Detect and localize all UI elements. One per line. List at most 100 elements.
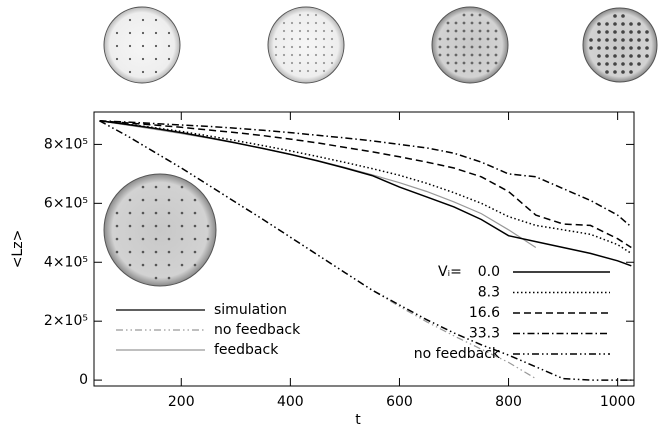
inset-dot bbox=[438, 37, 442, 41]
inset-dot bbox=[154, 237, 158, 241]
inset-dot bbox=[322, 61, 326, 65]
y-tick-label: 4×10⁵ bbox=[44, 254, 88, 270]
inset-dot bbox=[613, 22, 617, 26]
inset-dot bbox=[462, 61, 466, 65]
inset-disk bbox=[582, 7, 658, 83]
legend-label: no feedback bbox=[214, 322, 301, 338]
inset-dot bbox=[605, 70, 609, 74]
inset-dot bbox=[314, 69, 318, 73]
inset-dot bbox=[290, 53, 294, 57]
inset-dot bbox=[605, 30, 609, 34]
inset-dot bbox=[470, 69, 474, 73]
inset-dot bbox=[454, 37, 458, 41]
inset-dot bbox=[193, 211, 197, 215]
inset-dot bbox=[282, 29, 286, 33]
inset-dot bbox=[128, 57, 132, 61]
inset-dot bbox=[167, 250, 171, 254]
inset-dot bbox=[167, 263, 171, 267]
inset-dot bbox=[645, 38, 649, 42]
inset-dot bbox=[154, 185, 158, 189]
inset-dot bbox=[306, 13, 310, 17]
inset-dot bbox=[470, 45, 474, 49]
inset-dot bbox=[486, 29, 490, 33]
series-line bbox=[99, 120, 632, 255]
inset-dot bbox=[115, 211, 119, 215]
inset-dot bbox=[290, 37, 294, 41]
inset-dot bbox=[589, 46, 593, 50]
inset-dot bbox=[470, 37, 474, 41]
inset-dot bbox=[446, 29, 450, 33]
inset-dot bbox=[486, 53, 490, 57]
inset-dot bbox=[494, 61, 498, 65]
inset-dot bbox=[621, 14, 625, 18]
inset-dot bbox=[141, 185, 145, 189]
inset-dot bbox=[605, 46, 609, 50]
x-tick-label: 200 bbox=[168, 394, 195, 410]
inset-dot bbox=[629, 30, 633, 34]
inset-dot bbox=[154, 224, 158, 228]
inset-dot bbox=[645, 46, 649, 50]
inset-dot bbox=[180, 185, 184, 189]
inset-dot bbox=[180, 237, 184, 241]
inset-dot bbox=[454, 45, 458, 49]
inset-dot bbox=[589, 38, 593, 42]
inset-dot bbox=[597, 22, 601, 26]
inset-dot bbox=[180, 211, 184, 215]
inset-dot bbox=[193, 237, 197, 241]
legend-label: 8.3 bbox=[478, 285, 500, 301]
inset-dot bbox=[298, 29, 302, 33]
inset-dot bbox=[629, 38, 633, 42]
inset-dot bbox=[167, 198, 171, 202]
inset-dot bbox=[154, 276, 158, 280]
inset-dot bbox=[613, 54, 617, 58]
inset-dot bbox=[637, 30, 641, 34]
y-tick-label: 2×10⁵ bbox=[44, 313, 88, 329]
inset-dot bbox=[470, 29, 474, 33]
inset-dot bbox=[478, 29, 482, 33]
inset-dot bbox=[128, 31, 132, 35]
inset-dot bbox=[621, 54, 625, 58]
inset-dot bbox=[494, 53, 498, 57]
inset-dot bbox=[322, 37, 326, 41]
inset-dot bbox=[314, 21, 318, 25]
inset-dot bbox=[154, 70, 158, 74]
inset-dot bbox=[613, 38, 617, 42]
inset-dot bbox=[322, 45, 326, 49]
inset-dot bbox=[494, 29, 498, 33]
inset-dot bbox=[621, 22, 625, 26]
series-line bbox=[99, 120, 632, 381]
inset-dot bbox=[454, 29, 458, 33]
y-axis-label: <Lz> bbox=[10, 230, 26, 269]
inset-dot bbox=[128, 18, 132, 22]
inset-dot bbox=[298, 45, 302, 49]
inset-dot bbox=[180, 224, 184, 228]
x-tick-label: 400 bbox=[277, 394, 304, 410]
inset-dot bbox=[282, 45, 286, 49]
inset-dot bbox=[322, 53, 326, 57]
inset-dot bbox=[478, 69, 482, 73]
inset-dot bbox=[154, 198, 158, 202]
inset-dot bbox=[193, 224, 197, 228]
inset-dot bbox=[128, 250, 132, 254]
inset-dot bbox=[478, 61, 482, 65]
inset-dot bbox=[306, 69, 310, 73]
inset-dot bbox=[645, 54, 649, 58]
inset-dot bbox=[115, 44, 119, 48]
inset-dot bbox=[621, 46, 625, 50]
inset-dot bbox=[141, 211, 145, 215]
inset-dot bbox=[282, 21, 286, 25]
inset-dot bbox=[597, 62, 601, 66]
inset-dot bbox=[180, 263, 184, 267]
x-axis-label: t bbox=[355, 412, 361, 428]
inset-dot bbox=[154, 263, 158, 267]
y-tick-label: 8×10⁵ bbox=[44, 136, 88, 152]
inset-dot bbox=[154, 211, 158, 215]
inset-dot bbox=[298, 69, 302, 73]
inset-dot bbox=[597, 46, 601, 50]
series-line bbox=[99, 120, 537, 380]
inset-dot bbox=[141, 237, 145, 241]
inset-dot bbox=[478, 53, 482, 57]
inset-dot bbox=[193, 198, 197, 202]
inset-dot bbox=[167, 31, 171, 35]
